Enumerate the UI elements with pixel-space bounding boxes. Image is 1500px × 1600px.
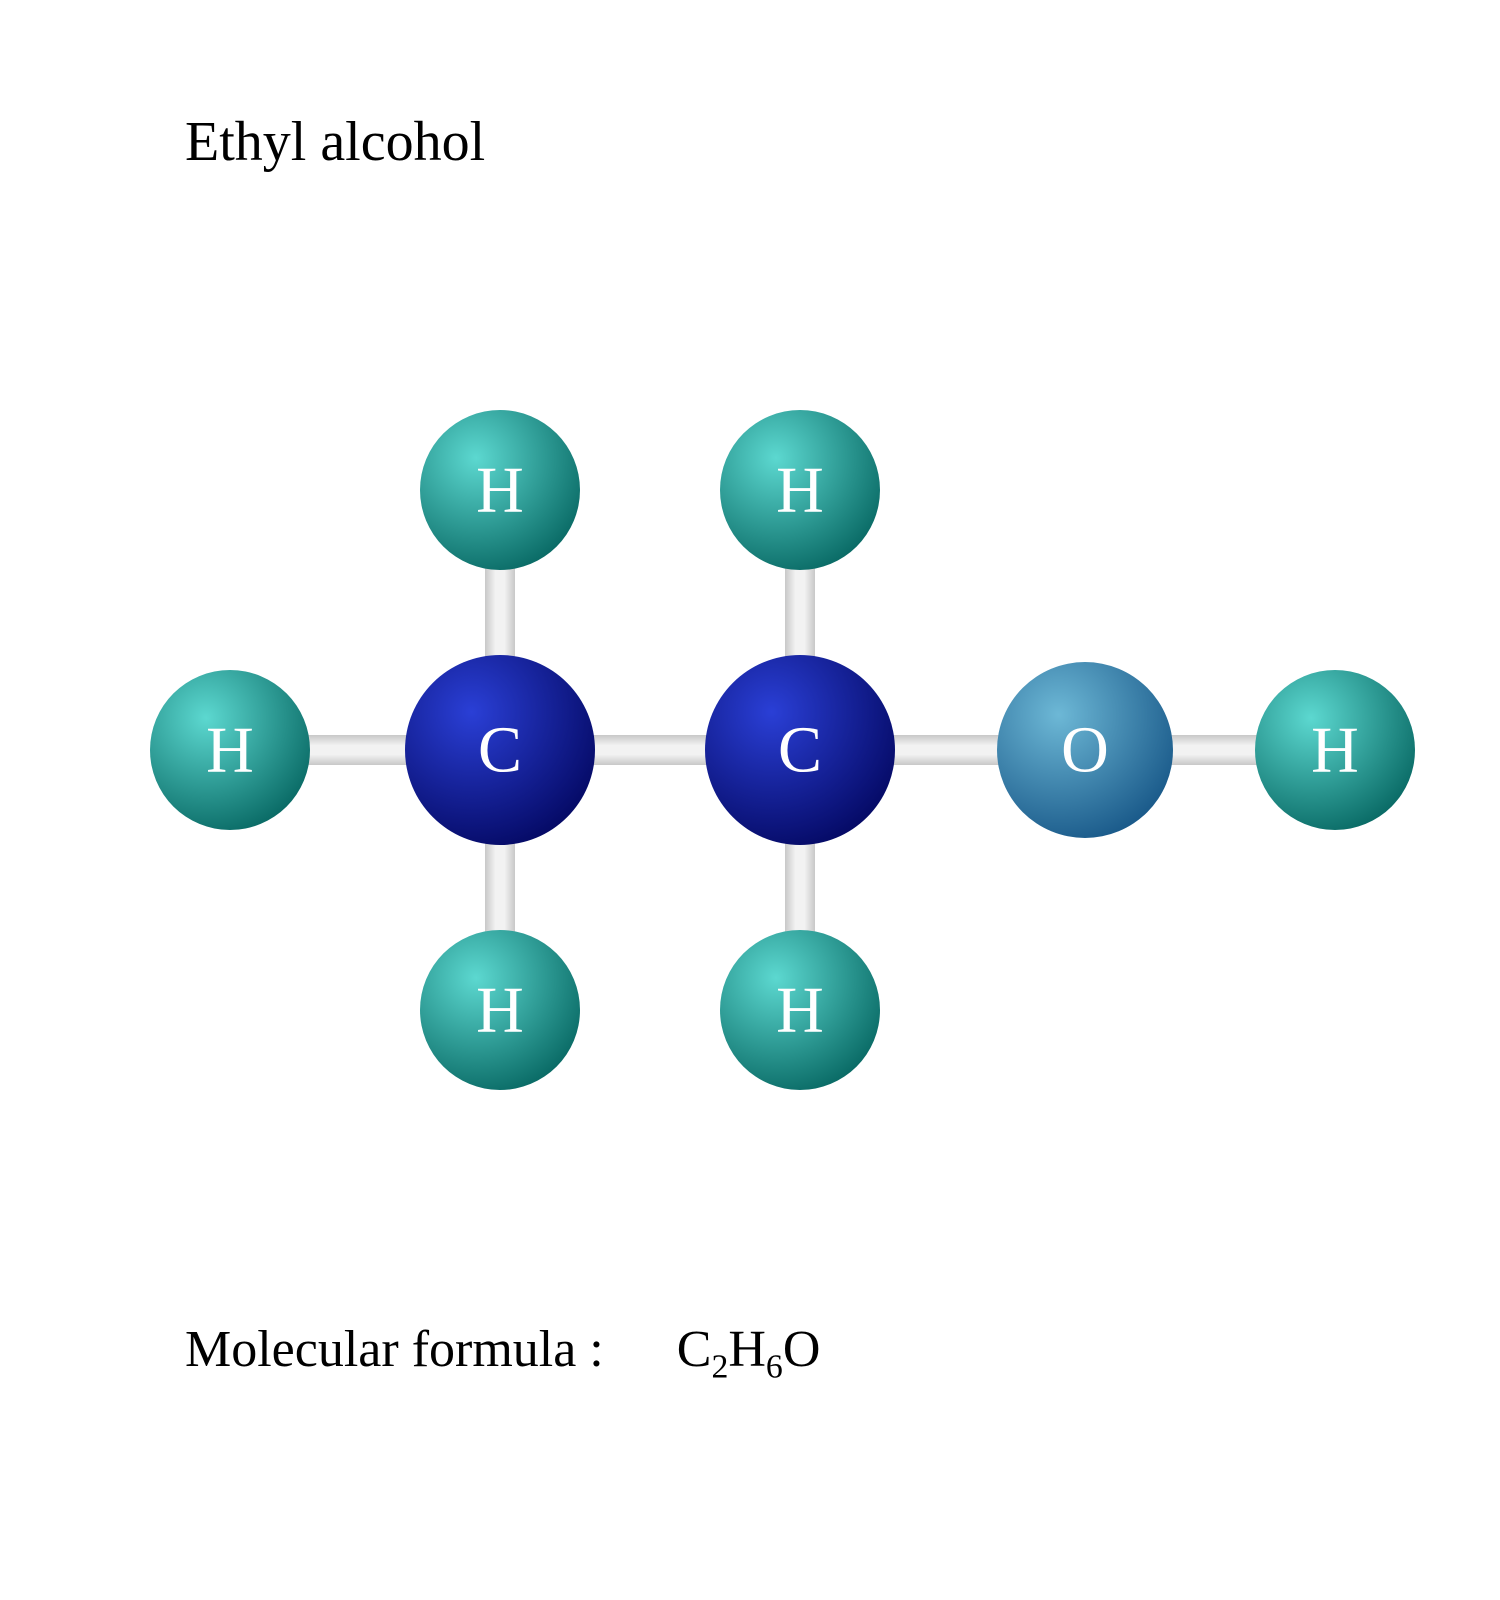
svg-text:C: C	[478, 714, 522, 787]
atom-c: C	[705, 655, 895, 845]
atom-h: H	[420, 930, 580, 1090]
atom-c: C	[405, 655, 595, 845]
atom-h: H	[150, 670, 310, 830]
formula-value: C2H6O	[677, 1320, 821, 1386]
svg-text:H: H	[206, 714, 254, 787]
svg-text:H: H	[776, 974, 824, 1047]
svg-text:O: O	[1061, 714, 1109, 787]
molecular-formula-row: Molecular formula : C2H6O	[185, 1320, 820, 1386]
svg-text:H: H	[776, 454, 824, 527]
atom-o: O	[997, 662, 1173, 838]
formula-label: Molecular formula :	[185, 1320, 604, 1379]
atom-h: H	[720, 410, 880, 570]
svg-text:H: H	[476, 974, 524, 1047]
svg-text:H: H	[1311, 714, 1359, 787]
atom-h: H	[720, 930, 880, 1090]
svg-text:C: C	[778, 714, 822, 787]
atom-h: H	[1255, 670, 1415, 830]
atom-h: H	[420, 410, 580, 570]
svg-text:H: H	[476, 454, 524, 527]
